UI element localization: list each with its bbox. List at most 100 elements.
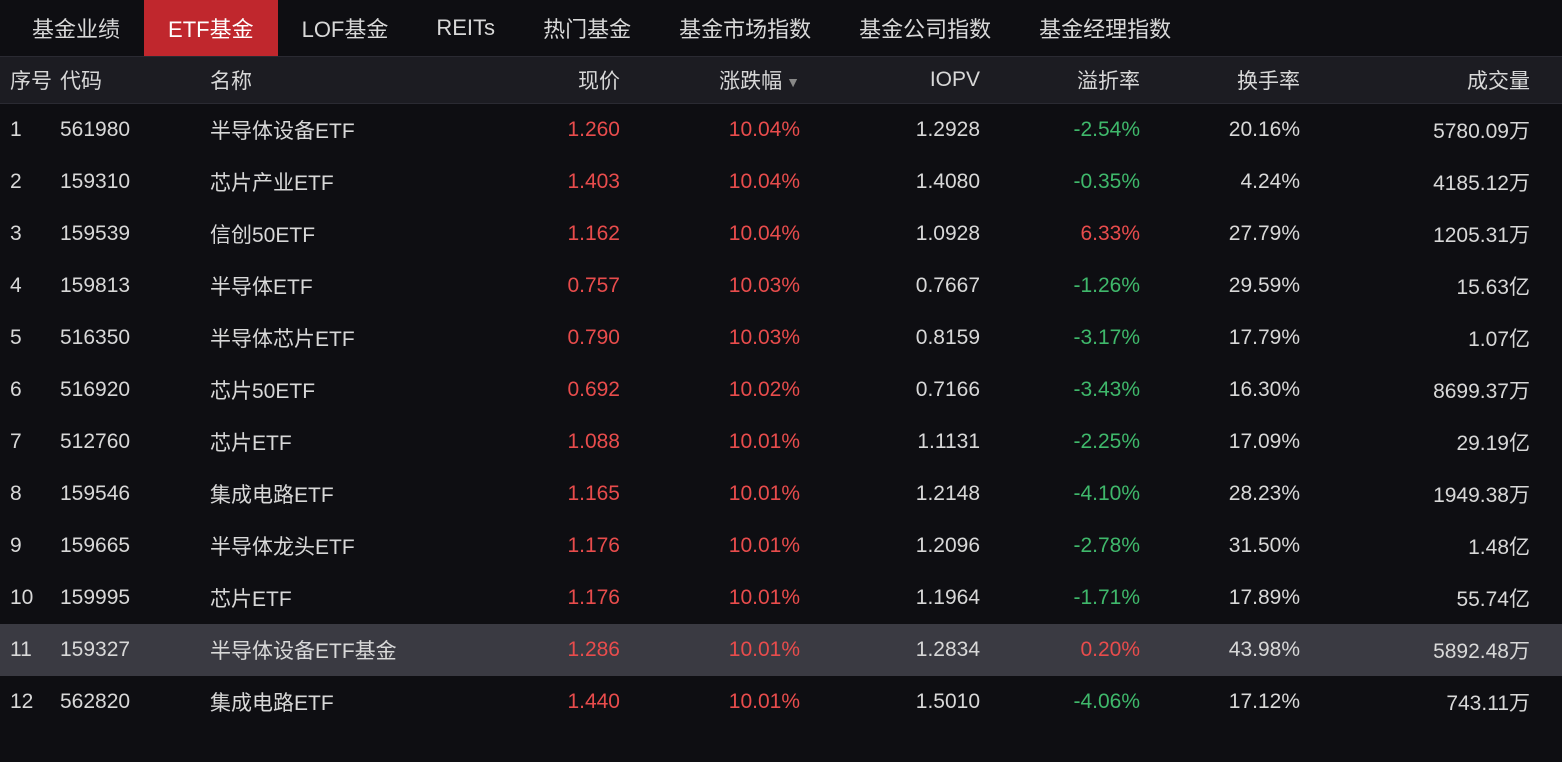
cell-premium: -2.78% bbox=[990, 534, 1150, 558]
cell-iopv: 0.8159 bbox=[810, 326, 990, 350]
cell-name: 芯片ETF bbox=[210, 583, 470, 613]
cell-iopv: 1.0928 bbox=[810, 222, 990, 246]
cell-turnover: 20.16% bbox=[1150, 118, 1310, 142]
cell-seq: 6 bbox=[0, 378, 60, 402]
cell-seq: 9 bbox=[0, 534, 60, 558]
cell-premium: -3.17% bbox=[990, 326, 1150, 350]
cell-code: 159539 bbox=[60, 222, 210, 246]
cell-change: 10.03% bbox=[630, 274, 810, 298]
cell-volume: 1205.31万 bbox=[1310, 219, 1550, 249]
table-row[interactable]: 7512760芯片ETF1.08810.01%1.1131-2.25%17.09… bbox=[0, 416, 1562, 468]
col-header-name[interactable]: 名称 bbox=[210, 65, 470, 95]
cell-price: 0.790 bbox=[470, 326, 630, 350]
cell-change: 10.01% bbox=[630, 586, 810, 610]
cell-code: 159995 bbox=[60, 586, 210, 610]
col-header-iopv[interactable]: IOPV bbox=[810, 68, 990, 92]
table-body: 1561980半导体设备ETF1.26010.04%1.2928-2.54%20… bbox=[0, 104, 1562, 728]
cell-volume: 1.48亿 bbox=[1310, 531, 1550, 561]
cell-name: 半导体龙头ETF bbox=[210, 531, 470, 561]
col-header-turnover[interactable]: 换手率 bbox=[1150, 65, 1310, 95]
cell-turnover: 31.50% bbox=[1150, 534, 1310, 558]
cell-iopv: 1.5010 bbox=[810, 690, 990, 714]
cell-iopv: 1.1964 bbox=[810, 586, 990, 610]
table-row[interactable]: 5516350半导体芯片ETF0.79010.03%0.8159-3.17%17… bbox=[0, 312, 1562, 364]
cell-price: 1.088 bbox=[470, 430, 630, 454]
cell-premium: -0.35% bbox=[990, 170, 1150, 194]
cell-iopv: 1.4080 bbox=[810, 170, 990, 194]
cell-volume: 743.11万 bbox=[1310, 687, 1550, 717]
tab-lof-fund[interactable]: LOF基金 bbox=[278, 0, 413, 56]
cell-turnover: 28.23% bbox=[1150, 482, 1310, 506]
cell-name: 芯片50ETF bbox=[210, 375, 470, 405]
table-row[interactable]: 3159539信创50ETF1.16210.04%1.09286.33%27.7… bbox=[0, 208, 1562, 260]
table-row[interactable]: 12562820集成电路ETF1.44010.01%1.5010-4.06%17… bbox=[0, 676, 1562, 728]
cell-price: 1.440 bbox=[470, 690, 630, 714]
cell-code: 516920 bbox=[60, 378, 210, 402]
cell-change: 10.04% bbox=[630, 118, 810, 142]
cell-code: 561980 bbox=[60, 118, 210, 142]
cell-seq: 12 bbox=[0, 690, 60, 714]
cell-change: 10.01% bbox=[630, 534, 810, 558]
cell-code: 159546 bbox=[60, 482, 210, 506]
cell-seq: 11 bbox=[0, 638, 60, 662]
cell-volume: 15.63亿 bbox=[1310, 271, 1550, 301]
cell-volume: 29.19亿 bbox=[1310, 427, 1550, 457]
cell-premium: 6.33% bbox=[990, 222, 1150, 246]
cell-premium: -2.54% bbox=[990, 118, 1150, 142]
cell-premium: -1.26% bbox=[990, 274, 1150, 298]
cell-seq: 1 bbox=[0, 118, 60, 142]
tab-fund-performance[interactable]: 基金业绩 bbox=[8, 0, 144, 56]
col-header-seq[interactable]: 序号 bbox=[0, 65, 60, 95]
table-header: 序号 代码 名称 现价 涨跌幅▼ IOPV 溢折率 换手率 成交量 bbox=[0, 56, 1562, 104]
cell-code: 159665 bbox=[60, 534, 210, 558]
cell-turnover: 17.09% bbox=[1150, 430, 1310, 454]
table-row[interactable]: 8159546集成电路ETF1.16510.01%1.2148-4.10%28.… bbox=[0, 468, 1562, 520]
tab-market-index[interactable]: 基金市场指数 bbox=[655, 0, 835, 56]
cell-name: 半导体ETF bbox=[210, 271, 470, 301]
cell-seq: 3 bbox=[0, 222, 60, 246]
cell-seq: 10 bbox=[0, 586, 60, 610]
cell-name: 芯片ETF bbox=[210, 427, 470, 457]
col-header-price[interactable]: 现价 bbox=[470, 65, 630, 95]
cell-iopv: 0.7667 bbox=[810, 274, 990, 298]
cell-volume: 1949.38万 bbox=[1310, 479, 1550, 509]
cell-iopv: 1.2834 bbox=[810, 638, 990, 662]
cell-volume: 5780.09万 bbox=[1310, 115, 1550, 145]
cell-code: 516350 bbox=[60, 326, 210, 350]
tab-company-index[interactable]: 基金公司指数 bbox=[835, 0, 1015, 56]
table-row[interactable]: 6516920芯片50ETF0.69210.02%0.7166-3.43%16.… bbox=[0, 364, 1562, 416]
cell-change: 10.04% bbox=[630, 222, 810, 246]
tab-reits[interactable]: REITs bbox=[412, 3, 519, 53]
table-row[interactable]: 10159995芯片ETF1.17610.01%1.1964-1.71%17.8… bbox=[0, 572, 1562, 624]
cell-price: 1.176 bbox=[470, 534, 630, 558]
cell-seq: 4 bbox=[0, 274, 60, 298]
cell-iopv: 1.2148 bbox=[810, 482, 990, 506]
table-row[interactable]: 1561980半导体设备ETF1.26010.04%1.2928-2.54%20… bbox=[0, 104, 1562, 156]
cell-iopv: 1.2928 bbox=[810, 118, 990, 142]
cell-change: 10.01% bbox=[630, 482, 810, 506]
col-header-premium[interactable]: 溢折率 bbox=[990, 65, 1150, 95]
col-header-change[interactable]: 涨跌幅▼ bbox=[630, 65, 810, 95]
tab-manager-index[interactable]: 基金经理指数 bbox=[1015, 0, 1195, 56]
tab-etf-fund[interactable]: ETF基金 bbox=[144, 0, 278, 56]
cell-change: 10.04% bbox=[630, 170, 810, 194]
cell-change: 10.03% bbox=[630, 326, 810, 350]
table-row[interactable]: 11159327半导体设备ETF基金1.28610.01%1.28340.20%… bbox=[0, 624, 1562, 676]
cell-volume: 1.07亿 bbox=[1310, 323, 1550, 353]
cell-premium: -4.06% bbox=[990, 690, 1150, 714]
cell-turnover: 17.89% bbox=[1150, 586, 1310, 610]
cell-seq: 8 bbox=[0, 482, 60, 506]
cell-iopv: 1.2096 bbox=[810, 534, 990, 558]
cell-turnover: 16.30% bbox=[1150, 378, 1310, 402]
table-row[interactable]: 4159813半导体ETF0.75710.03%0.7667-1.26%29.5… bbox=[0, 260, 1562, 312]
cell-turnover: 43.98% bbox=[1150, 638, 1310, 662]
table-row[interactable]: 9159665半导体龙头ETF1.17610.01%1.2096-2.78%31… bbox=[0, 520, 1562, 572]
tab-hot-fund[interactable]: 热门基金 bbox=[519, 0, 655, 56]
cell-volume: 5892.48万 bbox=[1310, 635, 1550, 665]
cell-premium: -4.10% bbox=[990, 482, 1150, 506]
cell-price: 1.286 bbox=[470, 638, 630, 662]
col-header-volume[interactable]: 成交量 bbox=[1310, 65, 1550, 95]
cell-code: 159327 bbox=[60, 638, 210, 662]
table-row[interactable]: 2159310芯片产业ETF1.40310.04%1.4080-0.35%4.2… bbox=[0, 156, 1562, 208]
col-header-code[interactable]: 代码 bbox=[60, 65, 210, 95]
